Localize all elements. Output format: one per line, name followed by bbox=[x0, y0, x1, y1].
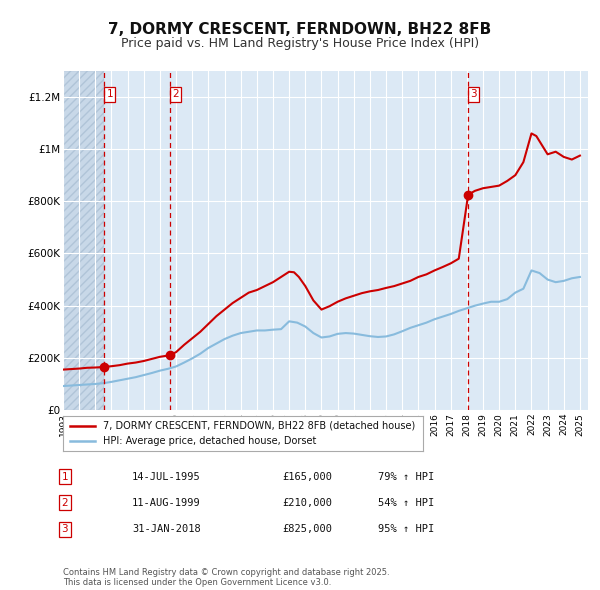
Text: 54% ↑ HPI: 54% ↑ HPI bbox=[378, 498, 434, 507]
Text: HPI: Average price, detached house, Dorset: HPI: Average price, detached house, Dors… bbox=[103, 437, 316, 447]
Text: 7, DORMY CRESCENT, FERNDOWN, BH22 8FB (detached house): 7, DORMY CRESCENT, FERNDOWN, BH22 8FB (d… bbox=[103, 421, 415, 431]
Text: 11-AUG-1999: 11-AUG-1999 bbox=[132, 498, 201, 507]
Text: 3: 3 bbox=[470, 90, 477, 100]
Text: £165,000: £165,000 bbox=[282, 472, 332, 481]
Text: 2: 2 bbox=[172, 90, 179, 100]
Text: Contains HM Land Registry data © Crown copyright and database right 2025.
This d: Contains HM Land Registry data © Crown c… bbox=[63, 568, 389, 587]
Text: 3: 3 bbox=[61, 525, 68, 534]
Text: 1: 1 bbox=[61, 472, 68, 481]
Text: £825,000: £825,000 bbox=[282, 525, 332, 534]
Text: 95% ↑ HPI: 95% ↑ HPI bbox=[378, 525, 434, 534]
Text: Price paid vs. HM Land Registry's House Price Index (HPI): Price paid vs. HM Land Registry's House … bbox=[121, 37, 479, 50]
Text: 1: 1 bbox=[106, 90, 113, 100]
Text: 14-JUL-1995: 14-JUL-1995 bbox=[132, 472, 201, 481]
Text: 79% ↑ HPI: 79% ↑ HPI bbox=[378, 472, 434, 481]
Text: £210,000: £210,000 bbox=[282, 498, 332, 507]
Text: 31-JAN-2018: 31-JAN-2018 bbox=[132, 525, 201, 534]
Text: 2: 2 bbox=[61, 498, 68, 507]
Bar bbox=[63, 71, 104, 410]
Text: 7, DORMY CRESCENT, FERNDOWN, BH22 8FB: 7, DORMY CRESCENT, FERNDOWN, BH22 8FB bbox=[109, 22, 491, 37]
